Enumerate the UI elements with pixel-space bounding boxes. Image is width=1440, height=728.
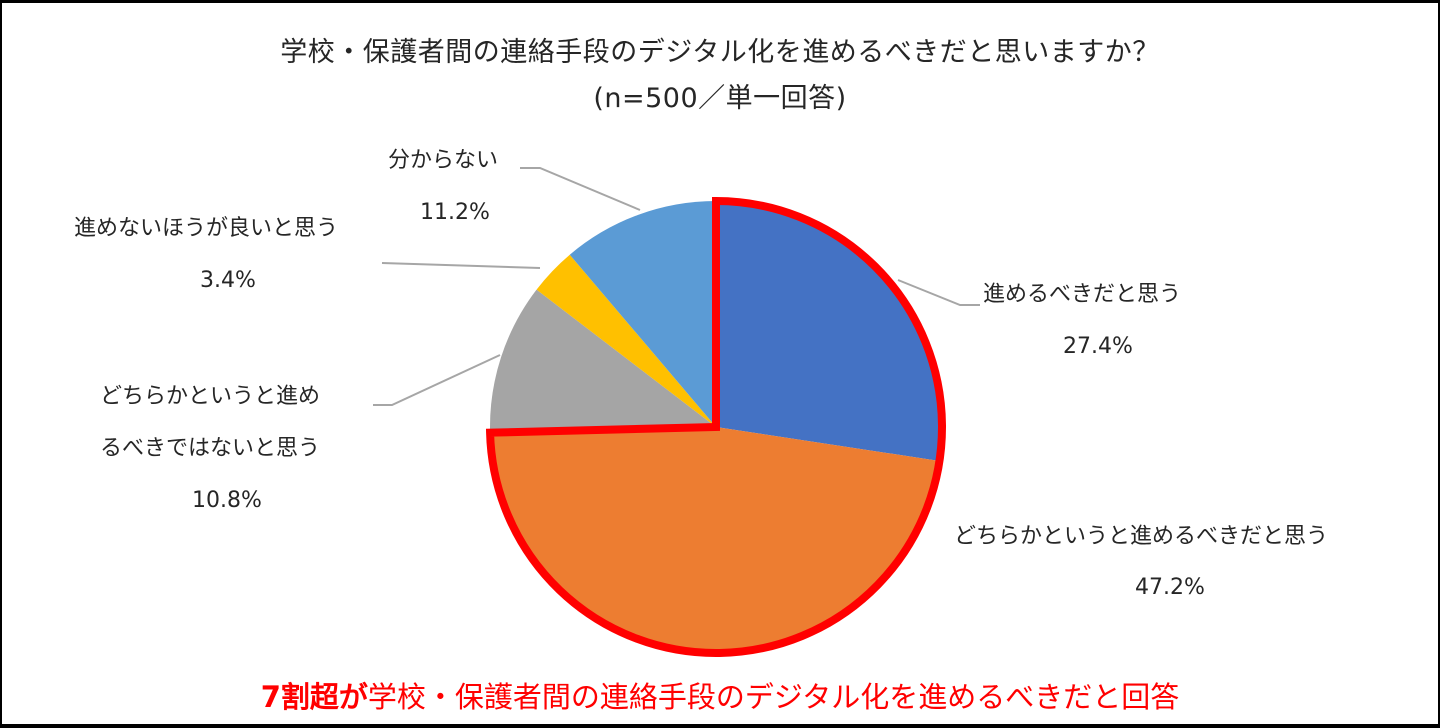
label-s3-name: 進めないほうが良いと思う [74,216,339,241]
label-s4-pct: 11.2% [420,200,490,225]
label-s2-name-line2: るべきではないと思う [100,436,321,461]
label-s3-pct: 3.4% [200,268,256,293]
pie-slice-2 [490,289,716,433]
chart-title: 学校・保護者間の連絡手段のデジタル化を進めるべきだと思いますか？ [280,37,1160,68]
leader-line-s3 [381,262,541,269]
leader-lines [373,167,980,406]
pie-slice-0 [716,201,942,461]
label-s0-name: 進めるべきだと思う [983,282,1182,307]
leader-line-s2 [373,354,501,406]
label-s4-name: 分からない [388,148,499,173]
pie-slice-1 [490,427,940,654]
chart-subtitle: (n=500／単一回答) [593,83,847,114]
label-s1-name: どちらかというと進めるべきだと思う [954,524,1329,549]
label-s1-pct: 47.2% [1135,575,1205,600]
pie-slice-4 [569,201,716,427]
pie-slice-3 [536,254,716,427]
leader-line-s0 [897,279,980,306]
conclusion-caption: 7割超が学校・保護者間の連絡手段のデジタル化を進めるべきだと回答 [0,674,1440,716]
caption-highlight: 7割超が [260,680,368,714]
leader-line-s4 [520,167,641,211]
label-s2-name-line1: どちらかというと進め [100,384,321,409]
highlight-outline [485,196,946,657]
label-s0-pct: 27.4% [1063,334,1133,359]
label-s2-pct: 10.8% [192,488,262,513]
caption-text: 学校・保護者間の連絡手段のデジタル化を進めるべきだと回答 [367,680,1180,714]
pie-slices [490,201,942,654]
